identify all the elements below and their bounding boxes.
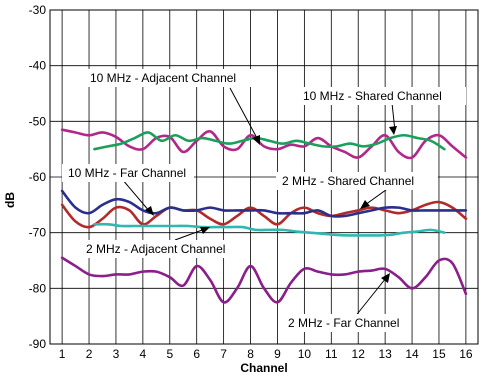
arrowhead-2mhz-adjacent [200,227,210,234]
x-tick-label: 4 [140,347,147,361]
series-line-2 [60,200,468,229]
y-tick-label: -80 [29,281,47,295]
label-bg [282,314,410,332]
label-bg [276,172,438,190]
arrow-10mhz-far [121,178,151,213]
series-label-2mhz-far: 2 MHz - Far Channel [288,316,399,330]
x-tick-label: 8 [247,347,254,361]
arrowhead-2mhz-far [381,273,390,283]
y-axis-label: dB [3,192,17,208]
series-line-1 [93,131,446,151]
x-tick-label: 1 [59,347,66,361]
x-tick-label: 16 [459,347,473,361]
y-tick-label: -60 [29,170,47,184]
x-tick-label: 5 [166,347,173,361]
series-label-2mhz-adjacent: 2 MHz - Adjacent Channel [86,242,225,256]
x-tick-label: 3 [113,347,120,361]
arrow-2mhz-adjacent [174,228,206,241]
arrowhead-10mhz-far [145,206,154,216]
series-label-10mhz-shared: 10 MHz - Shared Channel [303,89,442,103]
plot-frame [49,9,479,345]
series-line-4 [93,222,446,237]
series-line-0 [60,128,468,160]
label-bg [62,164,194,182]
label-bg [298,87,466,105]
arrow-2mhz-far [353,277,387,319]
series-label-10mhz-adjacent: 10 MHz - Adjacent Channel [90,71,236,85]
x-tick-label: 7 [220,347,227,361]
y-tick-label: -70 [29,226,47,240]
series-line-3 [60,189,468,218]
series-label-10mhz-far: 10 MHz - Far Channel [68,166,186,180]
x-tick-label: 13 [378,347,392,361]
x-tick-label: 11 [325,347,338,361]
x-tick-label: 2 [86,347,93,361]
label-bg [84,69,254,87]
x-tick-label: 10 [298,347,312,361]
x-tick-label: 6 [193,347,200,361]
series-line-5 [60,256,468,304]
series-label-2mhz-shared: 2 MHz - Shared Channel [282,174,414,188]
arrow-10mhz-adjacent [229,87,259,141]
x-tick-label: 9 [274,347,281,361]
arrowhead-10mhz-adjacent [252,135,260,145]
series-lines [60,128,468,304]
x-tick-label: 15 [432,347,446,361]
y-tick-label: -30 [29,3,47,17]
y-tick-label: -90 [29,337,47,351]
y-tick-label: -50 [29,114,47,128]
x-tick-label: 12 [352,347,366,361]
x-tick-label: 14 [405,347,419,361]
annotations: 10 MHz - Adjacent Channel 10 MHz - Share… [62,69,466,332]
arrowhead-2mhz-shared [360,200,370,209]
y-tick-label: -40 [29,59,47,73]
label-bg [80,240,240,258]
tick-labels: 1 2 3 4 5 6 7 8 9 10 11 12 13 14 15 16-90-80-70-60-50-4… [29,3,473,361]
arrowhead-10mhz-shared [389,126,397,135]
x-axis-label: Channel [240,361,287,375]
